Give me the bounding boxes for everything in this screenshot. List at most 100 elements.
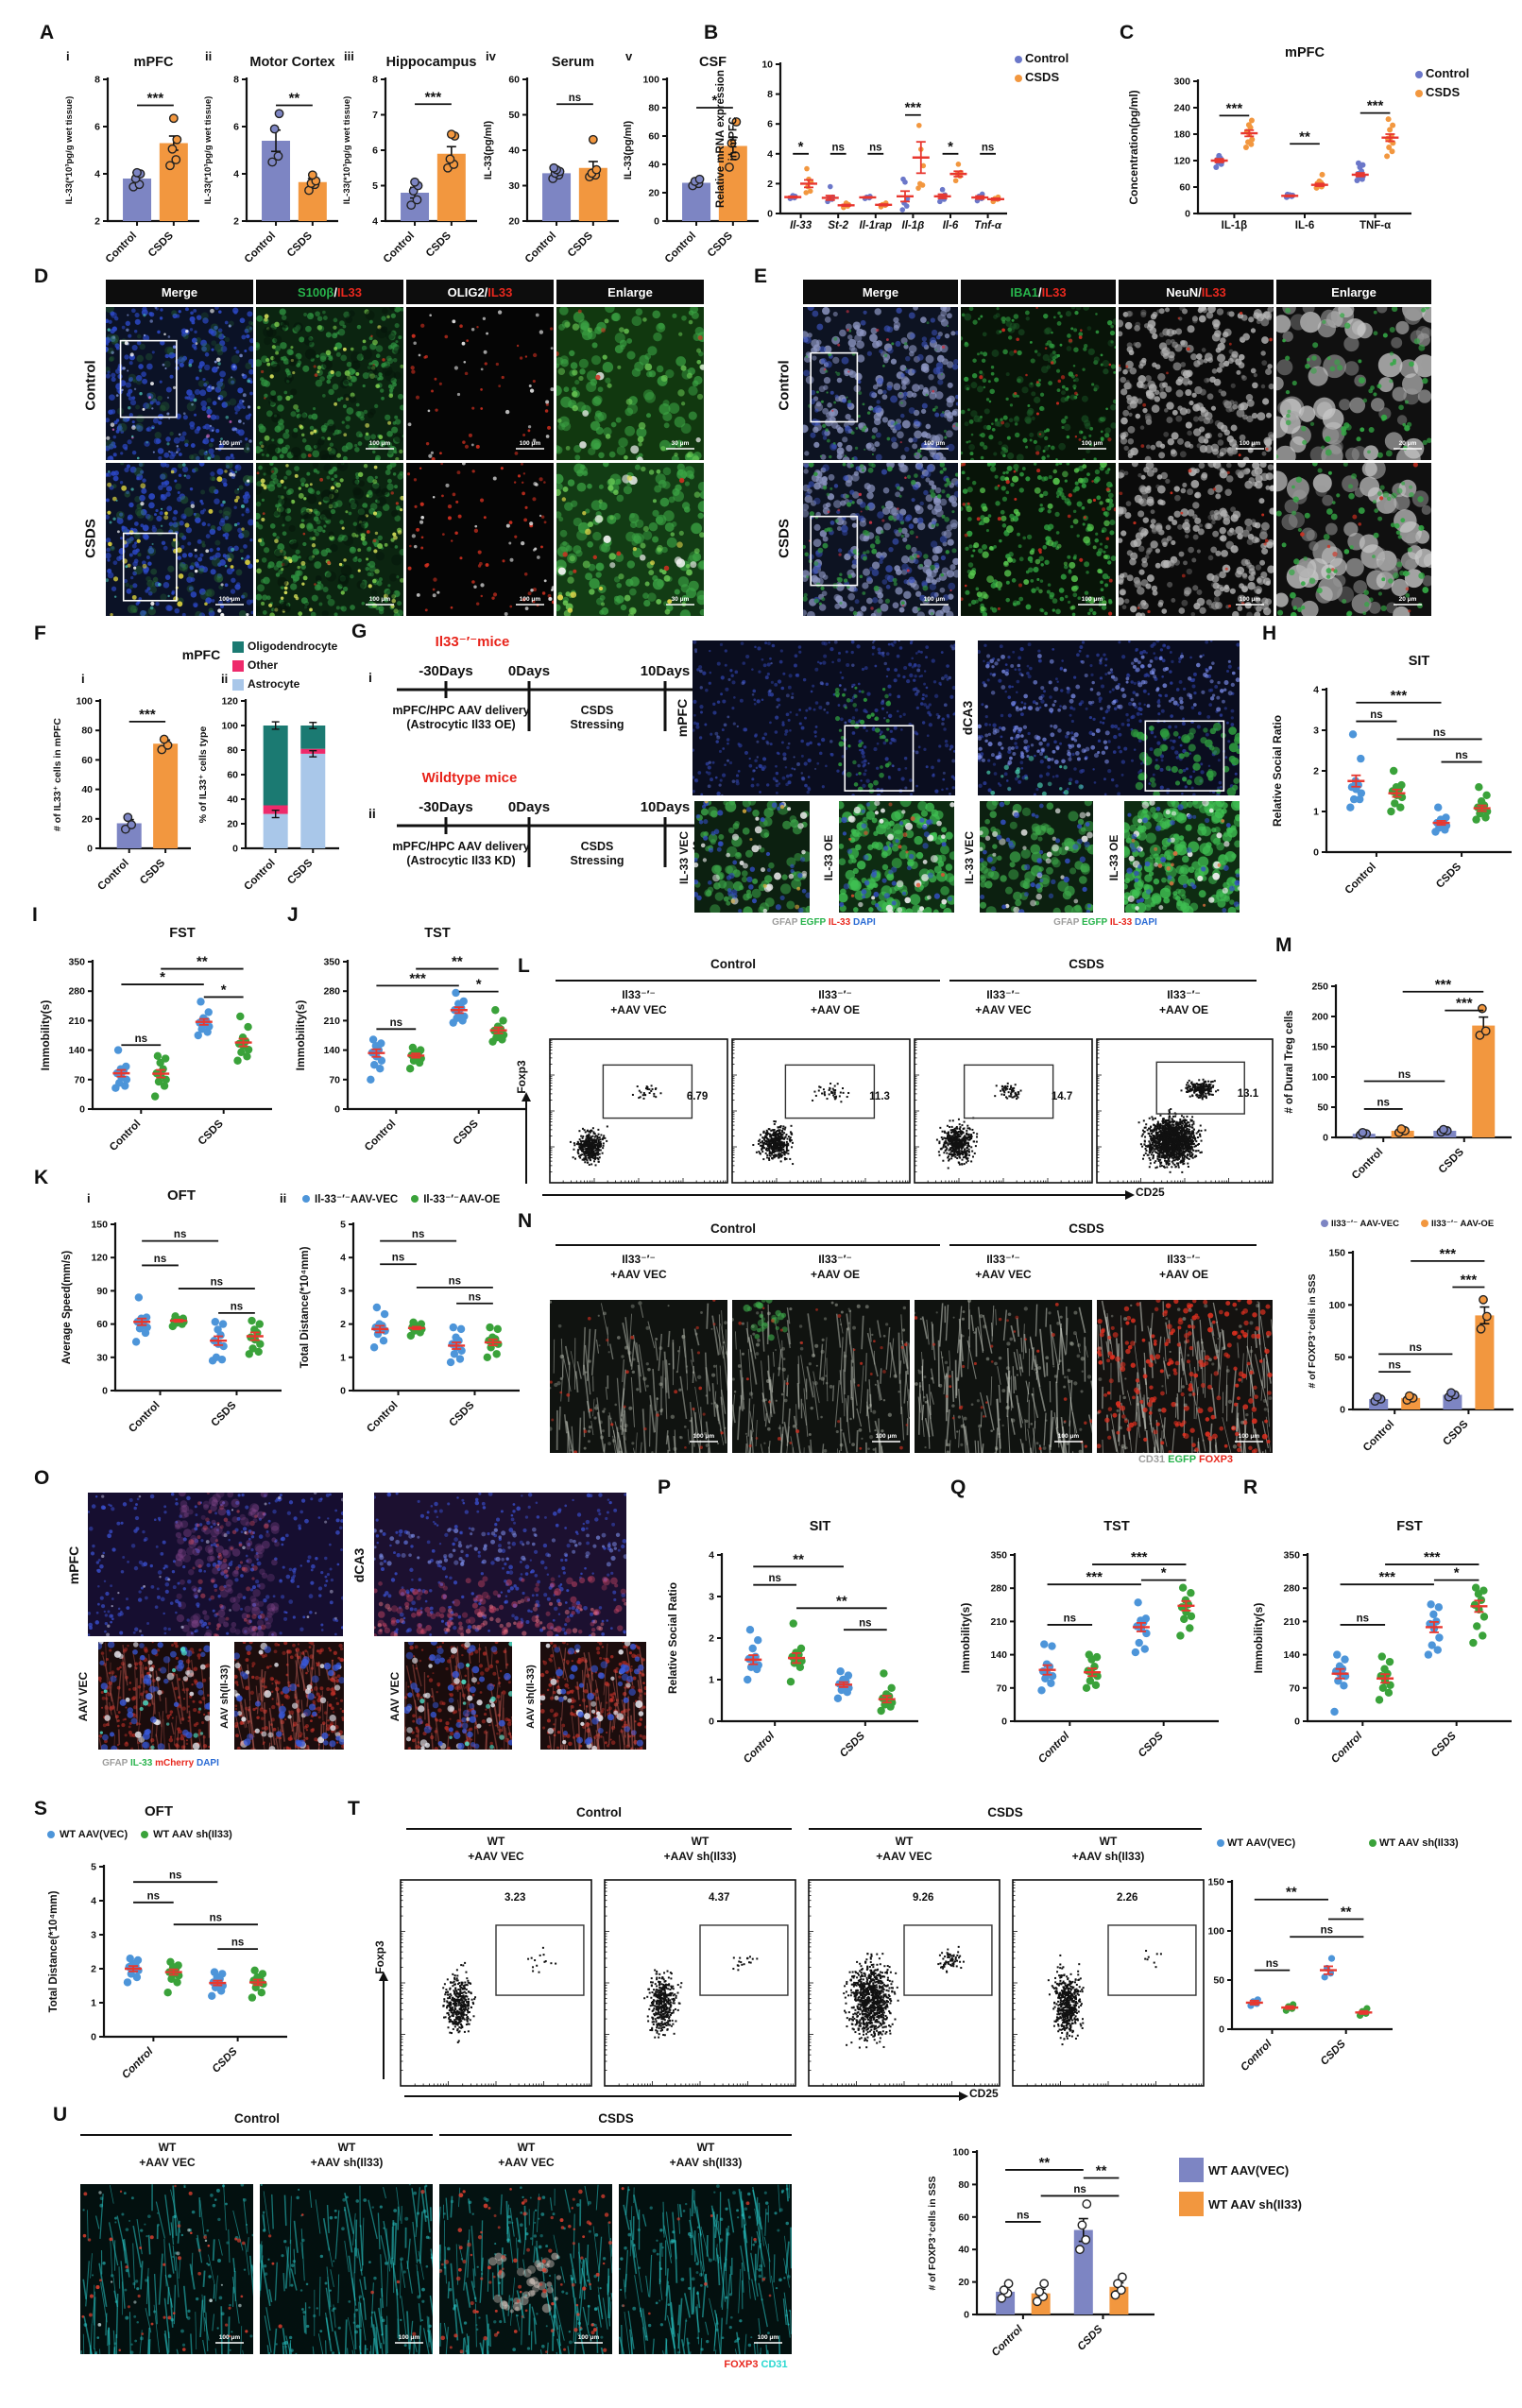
- svg-text:***: ***: [1435, 977, 1452, 993]
- stain-caption-1: GFAP EGFP IL-33 DAPI: [1053, 917, 1157, 929]
- svg-text:6: 6: [94, 122, 100, 133]
- svg-text:350: 350: [68, 957, 85, 968]
- subheader-line: +AAV VEC: [498, 2155, 555, 2169]
- text-label-i: i: [81, 672, 85, 686]
- svg-text:**: **: [1096, 2163, 1107, 2179]
- svg-text:5: 5: [372, 180, 378, 192]
- subheader-line: Il33⁻′⁻: [986, 1253, 1020, 1266]
- svg-text:4: 4: [1313, 685, 1319, 696]
- svg-text:CSF: CSF: [699, 55, 727, 70]
- svg-text:Immobility(s): Immobility(s): [1252, 1603, 1265, 1674]
- subheader-line: +AAV VEC: [975, 1267, 1032, 1281]
- svg-text:70: 70: [74, 1074, 85, 1085]
- text-label-CD25: CD25: [969, 2087, 999, 2100]
- header-part: IL33: [1041, 284, 1067, 299]
- vertical-label-AAV-VEC: AAV VEC: [388, 1671, 402, 1722]
- svg-text:60: 60: [1179, 182, 1190, 194]
- svg-text:St-2: St-2: [828, 220, 848, 231]
- svg-text:CSDS: CSDS: [1434, 861, 1463, 890]
- micrograph-e-csds-iba1: 100 μm: [961, 463, 1116, 616]
- svg-text:**: **: [1299, 128, 1310, 145]
- t-subheader-1: WT +AAV sh(Il33): [664, 1835, 737, 1864]
- chart-f2: 0 20 40 60 80 100 120 Control CSDS % of IL33⁺ cel…: [197, 640, 339, 893]
- svg-text:Stressing: Stressing: [571, 718, 624, 731]
- svg-text:Control: Control: [1343, 862, 1378, 897]
- svg-text:40: 40: [227, 794, 238, 806]
- text-label-T: T: [348, 1798, 360, 1819]
- svg-text:**: **: [1039, 2155, 1051, 2171]
- l-subheader-3: Il33⁻′⁻ +AAV OE: [1159, 988, 1208, 1017]
- svg-text:v: v: [625, 49, 633, 63]
- svg-text:mPFC: mPFC: [134, 55, 174, 70]
- svg-text:Control: Control: [127, 1400, 162, 1435]
- text-label-H: H: [1262, 623, 1277, 644]
- caption-part: DAPI: [1132, 917, 1157, 928]
- svg-text:240: 240: [1173, 103, 1190, 114]
- svg-text:*: *: [160, 969, 165, 985]
- svg-text:20: 20: [648, 188, 659, 199]
- subheader-line: WT: [337, 2141, 356, 2154]
- svg-text:5: 5: [91, 1862, 96, 1873]
- legend-swatch: [1179, 2192, 1204, 2216]
- svg-text:WT AAV(VEC): WT AAV(VEC): [1227, 1837, 1295, 1849]
- text-label-ii: ii: [280, 1191, 287, 1205]
- svg-text:0Days: 0Days: [508, 663, 550, 679]
- t-group-header-Control: Control: [576, 1805, 622, 1819]
- u-group-header-CSDS: CSDS: [598, 2111, 634, 2126]
- chart-q: 0 70 140 210 280 350 Control CSDS TST Immobility(…: [959, 1519, 1219, 1766]
- svg-text:**: **: [836, 1593, 847, 1609]
- svg-text:6: 6: [767, 119, 773, 130]
- flow-plot-t3: 9.26: [808, 1879, 1000, 2087]
- n-subheader-1: Il33⁻′⁻ +AAV OE: [811, 1253, 860, 1282]
- text-label-S: S: [34, 1798, 48, 1819]
- svg-text:4: 4: [767, 148, 773, 160]
- u-group-underline: [439, 2134, 792, 2137]
- svg-text:Total Distance(*10⁴mm): Total Distance(*10⁴mm): [48, 1890, 60, 2012]
- svg-text:60: 60: [648, 131, 659, 143]
- header-part: Enlarge: [1331, 284, 1377, 299]
- chart-h: 0 1 2 3 4 Control CSDS SIT Relative Social Ratio…: [1271, 654, 1512, 897]
- svg-text:IL-33(*10³pg/g wet tissue): IL-33(*10³pg/g wet tissue): [64, 96, 75, 205]
- svg-text:0: 0: [232, 844, 238, 855]
- svg-text:210: 210: [990, 1616, 1007, 1628]
- svg-text:ns: ns: [569, 93, 581, 104]
- svg-text:7: 7: [372, 110, 378, 121]
- svg-text:Control: Control: [1239, 2038, 1274, 2074]
- legend-label: Il-33⁻′⁻AAV-VEC: [315, 1194, 399, 1205]
- t-group-underline: [406, 1828, 792, 1831]
- micrograph-d-control-enlarge: 30 μm: [556, 307, 704, 460]
- svg-text:IL-33(pg/ml): IL-33(pg/ml): [623, 121, 634, 180]
- caption-part: GFAP: [102, 1758, 128, 1768]
- subheader-line: WT: [895, 1835, 914, 1848]
- flow-plot-l4: 13.1: [1096, 1038, 1274, 1184]
- subheader-line: +AAV VEC: [876, 1849, 932, 1863]
- svg-text:in mPFC: in mPFC: [728, 117, 740, 162]
- svg-text:Control: Control: [363, 1119, 398, 1153]
- caption-part: IL-33: [128, 1758, 153, 1768]
- vertical-label-IL-33-OE: IL-33 OE: [822, 834, 835, 881]
- svg-text:210: 210: [1283, 1616, 1300, 1628]
- svg-text:# of IL33⁺ cells in mPFC: # of IL33⁺ cells in mPFC: [52, 718, 63, 831]
- svg-text:Control: Control: [242, 858, 277, 893]
- micrograph-g-mpfc-oe: [839, 801, 954, 913]
- text-label-Il33mice: Il33⁻′⁻mice: [435, 634, 510, 650]
- vertical-label-IL-33-VEC: IL-33 VEC: [963, 830, 976, 885]
- stain-caption-3: GFAP IL-33 mCherry DAPI: [102, 1758, 219, 1769]
- subheader-line: WT: [696, 2141, 715, 2154]
- svg-text:4: 4: [340, 1253, 346, 1264]
- svg-text:***: ***: [905, 100, 922, 116]
- micrograph-d-csds-merge: 100 μm: [106, 463, 253, 616]
- legend-item: WT AAV(VEC): [1179, 2158, 1289, 2182]
- t-foxp3-arrow: [377, 1972, 389, 2079]
- svg-text:150: 150: [91, 1220, 108, 1231]
- svg-text:CSDS: CSDS: [285, 230, 315, 259]
- svg-text:ns: ns: [982, 142, 994, 153]
- micrograph-o-mpfc-vec: [98, 1642, 210, 1750]
- subheader-line: +AAV sh(Il33): [310, 2155, 384, 2169]
- vertical-label-AAV-VEC: AAV VEC: [77, 1671, 90, 1722]
- svg-text:iv: iv: [486, 49, 497, 63]
- svg-text:120: 120: [1173, 156, 1190, 167]
- svg-text:80: 80: [958, 2179, 969, 2191]
- text-label-i: i: [87, 1191, 91, 1205]
